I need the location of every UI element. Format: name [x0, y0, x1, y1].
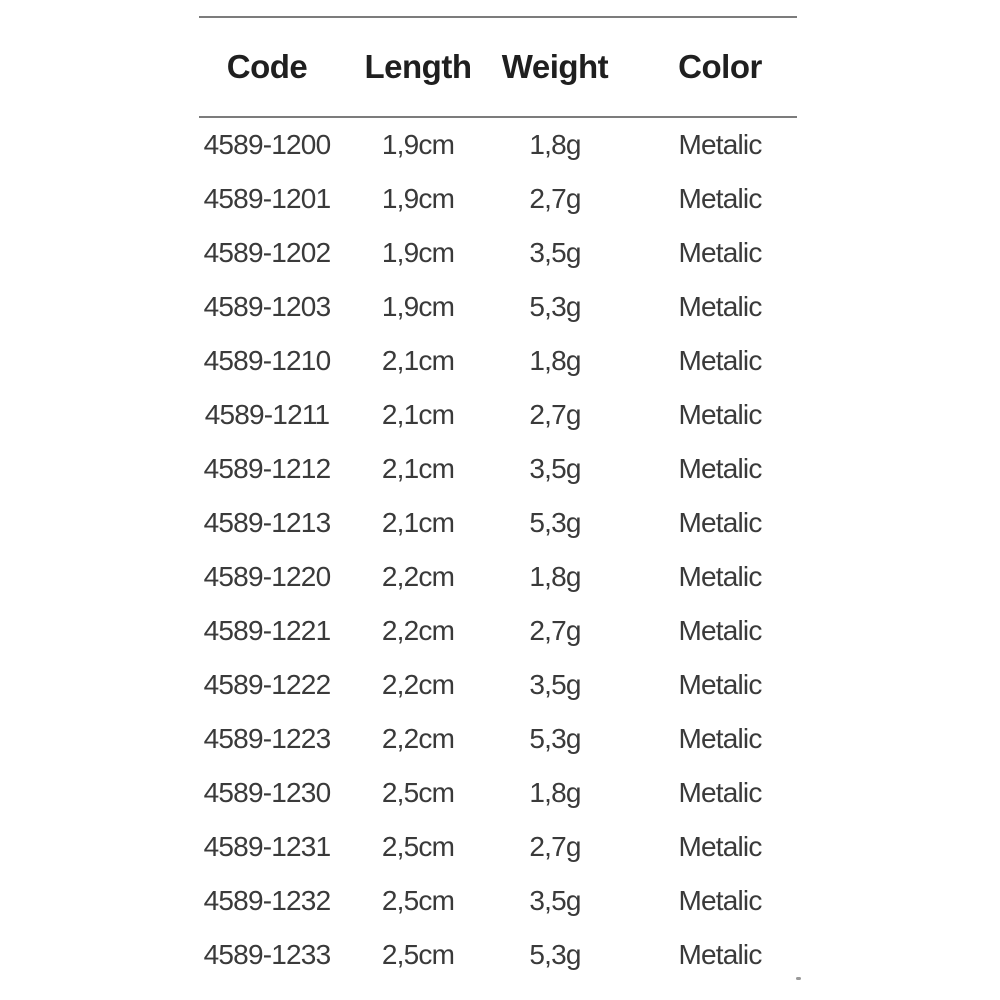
column-header-weight: Weight [501, 48, 609, 85]
cell-color: Metalic [678, 777, 762, 808]
cell-weight: 5,3g [529, 939, 581, 970]
table-row: 4589-1203 1,9cm 5,3g Metalic [199, 280, 797, 334]
cell-code: 4589-1223 [203, 723, 332, 754]
cell-color: Metalic [678, 291, 762, 322]
column-header-color: Color [678, 48, 762, 85]
cell-code: 4589-1221 [203, 615, 332, 646]
cell-length: 2,2cm [381, 723, 455, 754]
cell-code: 4589-1212 [203, 453, 332, 484]
speck-artifact [796, 977, 801, 980]
cell-length: 2,2cm [381, 669, 455, 700]
cell-color: Metalic [678, 183, 762, 214]
cell-weight: 1,8g [529, 345, 581, 376]
table-row: 4589-1230 2,5cm 1,8g Metalic [199, 766, 797, 820]
table-row: 4589-1222 2,2cm 3,5g Metalic [199, 658, 797, 712]
cell-length: 2,5cm [381, 939, 455, 970]
cell-weight: 3,5g [529, 669, 581, 700]
table-row: 4589-1233 2,5cm 5,3g Metalic [199, 928, 797, 982]
cell-weight: 1,8g [529, 561, 581, 592]
table-row: 4589-1201 1,9cm 2,7g Metalic [199, 172, 797, 226]
cell-color: Metalic [678, 939, 762, 970]
cell-length: 2,5cm [381, 777, 455, 808]
cell-code: 4589-1222 [203, 669, 332, 700]
cell-length: 2,1cm [381, 345, 455, 376]
table-row: 4589-1200 1,9cm 1,8g Metalic [199, 118, 797, 172]
cell-code: 4589-1200 [203, 129, 332, 160]
cell-code: 4589-1220 [203, 561, 332, 592]
cell-weight: 1,8g [529, 129, 581, 160]
cell-length: 2,5cm [381, 831, 455, 862]
cell-color: Metalic [678, 831, 762, 862]
table-body: 4589-1200 1,9cm 1,8g Metalic 4589-1201 1,9cm 2… [199, 118, 797, 982]
cell-weight: 2,7g [529, 831, 581, 862]
cell-length: 2,1cm [381, 453, 455, 484]
cell-code: 4589-1201 [203, 183, 332, 214]
cell-length: 2,1cm [381, 507, 455, 538]
cell-weight: 5,3g [529, 507, 581, 538]
cell-color: Metalic [678, 237, 762, 268]
cell-color: Metalic [678, 399, 762, 430]
column-header-length: Length [364, 48, 472, 85]
cell-length: 2,2cm [381, 561, 455, 592]
cell-length: 2,1cm [381, 399, 455, 430]
cell-weight: 1,8g [529, 777, 581, 808]
cell-color: Metalic [678, 129, 762, 160]
cell-length: 1,9cm [381, 291, 455, 322]
table-row: 4589-1231 2,5cm 2,7g Metalic [199, 820, 797, 874]
cell-weight: 5,3g [529, 291, 581, 322]
cell-color: Metalic [678, 669, 762, 700]
cell-code: 4589-1230 [203, 777, 332, 808]
cell-code: 4589-1203 [203, 291, 332, 322]
cell-color: Metalic [678, 453, 762, 484]
cell-length: 2,5cm [381, 885, 455, 916]
cell-weight: 5,3g [529, 723, 581, 754]
cell-color: Metalic [678, 723, 762, 754]
cell-code: 4589-1211 [204, 399, 330, 430]
cell-length: 1,9cm [381, 237, 455, 268]
cell-weight: 2,7g [529, 615, 581, 646]
cell-color: Metalic [678, 615, 762, 646]
cell-code: 4589-1232 [203, 885, 332, 916]
cell-code: 4589-1210 [203, 345, 332, 376]
cell-weight: 3,5g [529, 453, 581, 484]
cell-code: 4589-1202 [203, 237, 332, 268]
table-row: 4589-1223 2,2cm 5,3g Metalic [199, 712, 797, 766]
table-row: 4589-1221 2,2cm 2,7g Metalic [199, 604, 797, 658]
table-row: 4589-1211 2,1cm 2,7g Metalic [199, 388, 797, 442]
table-row: 4589-1220 2,2cm 1,8g Metalic [199, 550, 797, 604]
table-row: 4589-1202 1,9cm 3,5g Metalic [199, 226, 797, 280]
cell-weight: 2,7g [529, 183, 581, 214]
cell-weight: 3,5g [529, 237, 581, 268]
cell-code: 4589-1231 [203, 831, 332, 862]
spec-table: Code Length Weight Color 4589-1200 1,9cm 1… [199, 16, 797, 982]
cell-code: 4589-1213 [203, 507, 332, 538]
cell-color: Metalic [678, 345, 762, 376]
table-header-row: Code Length Weight Color [199, 18, 797, 118]
cell-length: 2,2cm [381, 615, 455, 646]
cell-weight: 2,7g [529, 399, 581, 430]
cell-color: Metalic [678, 885, 762, 916]
cell-color: Metalic [678, 561, 762, 592]
column-header-code: Code [226, 48, 308, 85]
table-row: 4589-1232 2,5cm 3,5g Metalic [199, 874, 797, 928]
cell-color: Metalic [678, 507, 762, 538]
cell-weight: 3,5g [529, 885, 581, 916]
cell-length: 1,9cm [381, 129, 455, 160]
cell-code: 4589-1233 [203, 939, 332, 970]
table-row: 4589-1212 2,1cm 3,5g Metalic [199, 442, 797, 496]
table-row: 4589-1213 2,1cm 5,3g Metalic [199, 496, 797, 550]
table-row: 4589-1210 2,1cm 1,8g Metalic [199, 334, 797, 388]
cell-length: 1,9cm [381, 183, 455, 214]
